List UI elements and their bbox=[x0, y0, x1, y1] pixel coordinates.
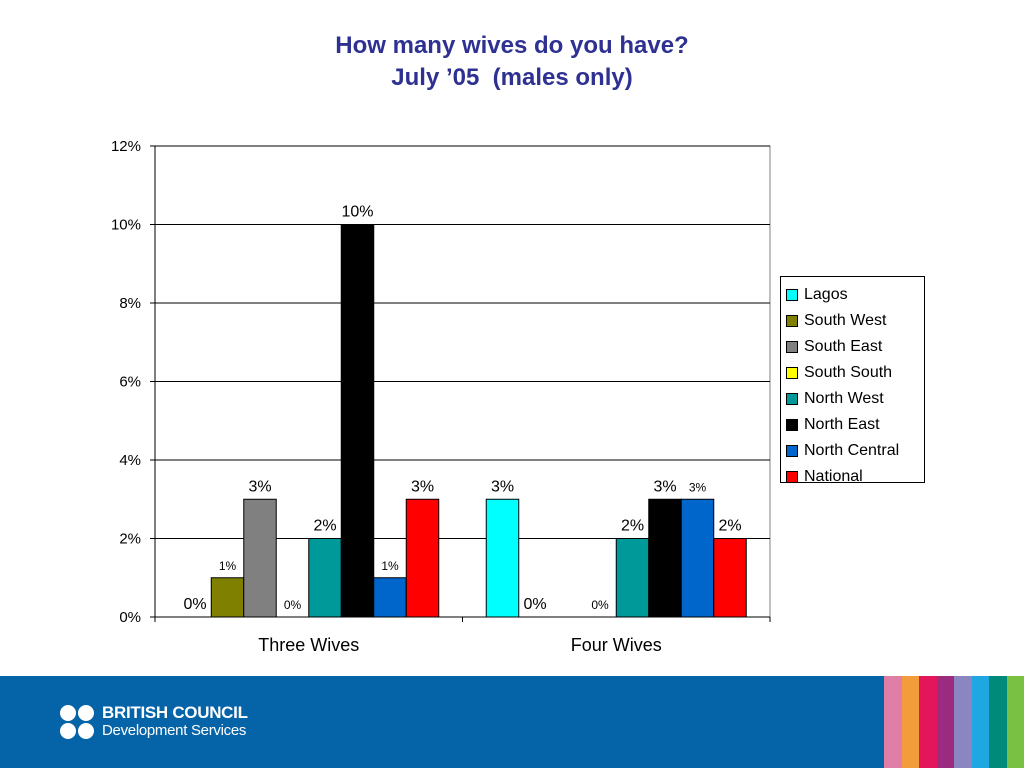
y-tick-label: 2% bbox=[119, 531, 141, 548]
y-tick-label: 10% bbox=[111, 217, 141, 234]
bar bbox=[615, 538, 650, 618]
data-label: 0% bbox=[183, 596, 206, 613]
brand-subtitle: Development Services bbox=[102, 722, 247, 739]
color-stripe bbox=[954, 676, 972, 768]
data-label: 3% bbox=[689, 480, 707, 494]
y-tick-label: 4% bbox=[119, 452, 141, 469]
legend-item: South East bbox=[781, 334, 924, 360]
logo-dots-icon bbox=[60, 704, 94, 739]
bar bbox=[243, 498, 277, 618]
legend-swatch bbox=[786, 471, 798, 483]
bar bbox=[210, 577, 245, 618]
data-label: 0% bbox=[284, 598, 302, 612]
color-stripe bbox=[901, 676, 919, 768]
legend-label: South South bbox=[804, 364, 893, 381]
color-stripes bbox=[884, 676, 1024, 768]
bar bbox=[648, 498, 682, 618]
legend-label: North Central bbox=[804, 442, 900, 459]
data-label: 0% bbox=[591, 598, 609, 612]
data-label: 1% bbox=[219, 559, 237, 573]
bar bbox=[373, 577, 407, 618]
legend-item: North Central bbox=[781, 438, 924, 464]
legend-label: South East bbox=[804, 338, 883, 355]
color-stripe bbox=[936, 676, 954, 768]
data-label: 10% bbox=[341, 204, 373, 221]
legend-item: North West bbox=[781, 386, 924, 412]
legend-label: North West bbox=[804, 390, 884, 407]
footer-banner: BRITISH COUNCIL Development Services bbox=[0, 676, 1024, 768]
y-tick-label: 12% bbox=[111, 138, 141, 155]
brand-name: BRITISH COUNCIL bbox=[102, 703, 248, 722]
data-label: 0% bbox=[523, 596, 546, 613]
legend-swatch bbox=[786, 289, 798, 301]
data-label: 3% bbox=[248, 478, 271, 495]
legend-swatch bbox=[786, 367, 798, 379]
x-category-label: Four Wives bbox=[571, 635, 662, 655]
color-stripe bbox=[1006, 676, 1024, 768]
legend-item: North East bbox=[781, 412, 924, 438]
data-label: 3% bbox=[491, 478, 514, 495]
data-label: 3% bbox=[411, 478, 434, 495]
legend-label: South West bbox=[804, 312, 887, 329]
y-tick-label: 8% bbox=[119, 295, 141, 312]
chart-title-line-1: How many wives do you have? bbox=[335, 32, 689, 59]
data-label: 2% bbox=[718, 518, 741, 535]
legend-swatch bbox=[786, 419, 798, 431]
data-label: 2% bbox=[621, 518, 644, 535]
legend-swatch bbox=[786, 341, 798, 353]
bar bbox=[405, 498, 440, 618]
legend-item: Lagos bbox=[781, 282, 924, 308]
legend-swatch bbox=[786, 315, 798, 327]
bar bbox=[713, 538, 747, 618]
british-council-logo: BRITISH COUNCIL Development Services bbox=[60, 704, 248, 739]
chart-legend: Lagos South West South East South South Nort… bbox=[780, 276, 925, 485]
bar bbox=[680, 498, 715, 618]
bar bbox=[340, 224, 375, 618]
y-tick-label: 0% bbox=[119, 609, 141, 626]
color-stripe bbox=[884, 676, 902, 768]
chart-title-line-2: July ’05 (males only) bbox=[391, 64, 633, 91]
legend-swatch bbox=[786, 393, 798, 405]
legend-label: Lagos bbox=[804, 286, 848, 303]
bar bbox=[308, 538, 342, 618]
legend-item: National bbox=[781, 464, 924, 490]
data-label: 3% bbox=[653, 478, 676, 495]
color-stripe bbox=[989, 676, 1007, 768]
color-stripe bbox=[971, 676, 989, 768]
legend-item: South South bbox=[781, 360, 924, 386]
data-label: 1% bbox=[381, 559, 399, 573]
x-category-label: Three Wives bbox=[258, 635, 359, 655]
y-tick-label: 6% bbox=[119, 374, 141, 391]
legend-swatch bbox=[786, 445, 798, 457]
bar bbox=[485, 498, 520, 618]
bar-chart: 0% 2% 4% 6% 8% 10% 12% Three Wives 0% 1% 3% 0% 2% 10%… bbox=[111, 138, 771, 655]
legend-item: South West bbox=[781, 308, 924, 334]
chart-title: How many wives do you have? July ’05 (ma… bbox=[0, 30, 1024, 94]
data-label: 2% bbox=[313, 518, 336, 535]
legend-label: North East bbox=[804, 416, 880, 433]
legend-label: National bbox=[804, 468, 863, 485]
color-stripe bbox=[919, 676, 937, 768]
